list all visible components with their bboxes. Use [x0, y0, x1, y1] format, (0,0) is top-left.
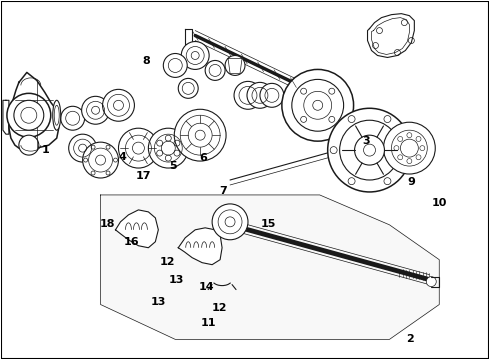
Circle shape [7, 93, 51, 137]
Circle shape [426, 276, 436, 287]
Circle shape [384, 122, 435, 174]
Text: 12: 12 [212, 303, 227, 314]
Polygon shape [228, 58, 242, 73]
Circle shape [364, 144, 375, 156]
Text: 14: 14 [199, 282, 215, 292]
Text: 3: 3 [362, 136, 370, 145]
Text: 12: 12 [160, 257, 175, 267]
Circle shape [400, 139, 418, 157]
Circle shape [195, 130, 205, 140]
Circle shape [205, 60, 225, 80]
Circle shape [225, 55, 245, 75]
Text: 6: 6 [199, 153, 207, 163]
Circle shape [212, 204, 248, 240]
Text: 13: 13 [150, 297, 166, 307]
Circle shape [69, 134, 97, 162]
Circle shape [119, 128, 158, 168]
Circle shape [14, 100, 44, 130]
Polygon shape [3, 100, 9, 134]
Circle shape [163, 54, 187, 77]
Polygon shape [100, 195, 439, 339]
Circle shape [102, 89, 134, 121]
Text: 11: 11 [200, 318, 216, 328]
Circle shape [61, 106, 85, 130]
Polygon shape [368, 14, 415, 58]
Circle shape [178, 78, 198, 98]
Ellipse shape [53, 100, 61, 130]
Circle shape [83, 142, 119, 178]
Text: 15: 15 [261, 219, 276, 229]
Circle shape [355, 135, 385, 165]
Polygon shape [185, 28, 192, 44]
Circle shape [260, 84, 284, 107]
Circle shape [328, 108, 412, 192]
Circle shape [340, 120, 399, 180]
Text: 10: 10 [432, 198, 447, 208]
Text: 16: 16 [124, 237, 140, 247]
Circle shape [292, 80, 343, 131]
Ellipse shape [54, 105, 59, 125]
Circle shape [247, 82, 273, 108]
Polygon shape [178, 228, 222, 265]
Text: 13: 13 [169, 275, 184, 285]
Circle shape [234, 81, 262, 109]
Circle shape [19, 135, 39, 155]
Text: 17: 17 [136, 171, 151, 181]
Text: 2: 2 [406, 333, 414, 343]
Circle shape [148, 128, 188, 168]
Circle shape [392, 130, 427, 166]
Polygon shape [9, 72, 59, 150]
Text: 1: 1 [42, 144, 49, 154]
Polygon shape [116, 210, 158, 248]
Text: 8: 8 [143, 56, 150, 66]
Text: 5: 5 [169, 161, 176, 171]
Circle shape [282, 69, 354, 141]
Text: 7: 7 [219, 186, 227, 196]
Circle shape [181, 41, 209, 69]
Text: 4: 4 [118, 152, 126, 162]
Text: 18: 18 [99, 219, 115, 229]
Circle shape [82, 96, 110, 124]
Circle shape [174, 109, 226, 161]
Text: 9: 9 [407, 177, 415, 187]
